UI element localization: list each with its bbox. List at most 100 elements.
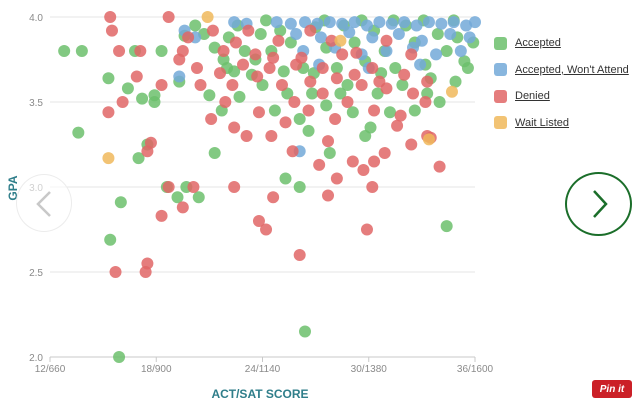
- point-accepted: [208, 147, 221, 159]
- point-denied: [336, 48, 349, 61]
- point-accepted: [189, 19, 202, 32]
- point-denied: [433, 160, 446, 173]
- point-denied: [162, 11, 175, 23]
- pin-it-button[interactable]: Pin it: [592, 380, 632, 398]
- point-accepted: [279, 172, 292, 185]
- legend-label-accepted-wont-attend: Accepted, Won't Attend: [515, 63, 629, 76]
- point-denied: [421, 75, 434, 88]
- point-accepted: [440, 220, 453, 233]
- point-accepted: [371, 87, 384, 100]
- point-denied: [182, 31, 195, 44]
- point-accepted-won-t-attend: [360, 19, 373, 32]
- point-denied: [368, 155, 381, 168]
- point-denied: [366, 181, 379, 193]
- point-accepted: [323, 147, 336, 159]
- point-denied: [139, 266, 152, 278]
- point-wait-listed: [201, 11, 214, 23]
- point-denied: [228, 181, 241, 193]
- point-accepted: [155, 45, 168, 57]
- point-accepted-won-t-attend: [314, 31, 327, 44]
- point-accepted: [75, 45, 88, 57]
- point-denied: [398, 68, 411, 81]
- point-denied: [206, 24, 219, 37]
- point-denied: [330, 172, 343, 185]
- point-denied: [190, 62, 203, 74]
- point-accepted: [238, 45, 251, 57]
- point-denied: [350, 46, 363, 59]
- point-denied: [293, 249, 306, 261]
- point-accepted: [408, 104, 421, 117]
- point-denied: [105, 24, 118, 37]
- next-button[interactable]: [565, 172, 632, 236]
- legend-item-accepted[interactable]: Accepted: [494, 30, 639, 57]
- point-denied: [242, 24, 255, 37]
- point-denied: [279, 116, 292, 129]
- point-denied: [380, 34, 393, 47]
- point-denied: [391, 119, 404, 132]
- point-denied: [405, 138, 418, 151]
- point-accepted: [293, 181, 306, 193]
- point-denied: [267, 51, 280, 64]
- y-tick-label: 2.5: [29, 268, 43, 279]
- point-accepted-won-t-attend: [366, 31, 379, 44]
- legend-item-accepted-wont-attend[interactable]: Accepted, Won't Attend: [494, 57, 639, 84]
- point-accepted: [341, 79, 354, 91]
- point-denied: [176, 201, 189, 214]
- point-denied: [194, 79, 207, 91]
- point-denied: [407, 87, 420, 100]
- point-denied: [130, 70, 143, 83]
- previous-button[interactable]: [16, 174, 72, 232]
- legend: Accepted Accepted, Won't Attend Denied W…: [494, 30, 639, 136]
- point-accepted: [334, 87, 347, 100]
- point-denied: [113, 45, 126, 57]
- point-accepted-won-t-attend: [422, 16, 435, 29]
- point-accepted: [431, 28, 444, 40]
- point-denied: [295, 51, 308, 64]
- point-denied: [378, 147, 391, 159]
- point-accepted-won-t-attend: [415, 34, 428, 47]
- point-accepted-won-t-attend: [410, 19, 423, 32]
- point-accepted-won-t-attend: [348, 16, 361, 29]
- point-accepted-won-t-attend: [228, 16, 241, 29]
- point-denied: [394, 109, 407, 122]
- point-denied: [219, 96, 232, 108]
- point-denied: [251, 70, 264, 83]
- point-accepted: [440, 45, 453, 57]
- point-accepted: [260, 14, 273, 27]
- point-wait-listed: [334, 34, 347, 47]
- point-accepted-won-t-attend: [270, 16, 283, 29]
- point-denied: [217, 45, 230, 57]
- point-accepted-won-t-attend: [392, 28, 405, 40]
- point-denied: [341, 96, 354, 108]
- point-accepted: [58, 45, 71, 57]
- legend-swatch-accepted: [494, 36, 507, 50]
- point-accepted: [364, 121, 377, 134]
- point-accepted: [348, 36, 361, 49]
- point-accepted-won-t-attend: [336, 17, 349, 30]
- grid-lines: [50, 16, 475, 358]
- legend-swatch-denied: [494, 89, 507, 103]
- point-denied: [366, 62, 379, 74]
- point-accepted: [396, 79, 409, 91]
- point-denied: [330, 72, 343, 85]
- point-accepted: [104, 233, 117, 246]
- point-denied: [288, 96, 301, 108]
- point-accepted-won-t-attend: [373, 16, 386, 29]
- point-denied: [346, 155, 359, 168]
- point-accepted: [192, 191, 205, 204]
- legend-swatch-accepted-wont-attend: [494, 63, 507, 77]
- legend-item-denied[interactable]: Denied: [494, 83, 639, 110]
- point-denied: [419, 96, 432, 108]
- point-denied: [304, 75, 317, 88]
- point-accepted-won-t-attend: [447, 16, 460, 29]
- point-denied: [252, 215, 265, 227]
- point-accepted: [330, 62, 343, 74]
- y-tick-label: 3.5: [29, 98, 43, 109]
- point-accepted-won-t-attend: [290, 28, 303, 40]
- legend-item-wait-listed[interactable]: Wait Listed: [494, 110, 639, 137]
- point-accepted: [277, 65, 290, 78]
- point-denied: [322, 189, 335, 202]
- point-denied: [267, 191, 280, 204]
- point-accepted: [136, 92, 149, 105]
- point-accepted-won-t-attend: [343, 26, 356, 39]
